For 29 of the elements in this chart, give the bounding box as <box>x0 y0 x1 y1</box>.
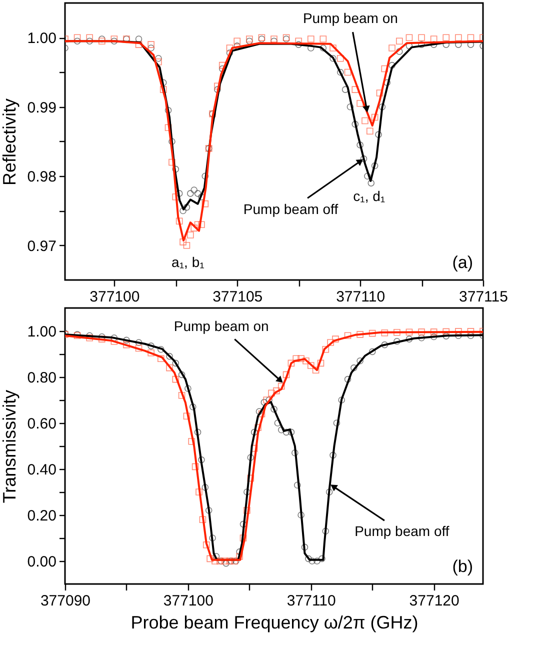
annotation: Pump beam on <box>302 10 398 26</box>
x-tick-label: 377110 <box>336 288 386 306</box>
y-axis-title: Reflectivity <box>0 98 20 186</box>
y-tick-label: 0.40 <box>27 462 56 478</box>
annotation: Pump beam on <box>174 318 269 334</box>
x-tick-label: 377105 <box>212 288 263 306</box>
y-tick-label: 1.00 <box>27 324 56 340</box>
annotation: c₁, d₁ <box>353 188 386 204</box>
y-tick-label: 1.00 <box>27 30 56 48</box>
x-axis-title: Probe beam Frequency ω/2π (GHz) <box>130 612 418 632</box>
annotation: Pump beam off <box>243 200 338 217</box>
y-axis-title: Transmissivity <box>0 390 20 504</box>
annotation: (a) <box>452 253 473 272</box>
x-tick-label: 377110 <box>286 592 336 610</box>
annotation: Pump beam off <box>354 523 450 540</box>
x-tick-label: 377100 <box>90 288 140 306</box>
y-tick-label: 0.60 <box>27 416 56 432</box>
y-tick-label: 0.99 <box>27 99 56 116</box>
annotation: a₁, b₁ <box>172 254 205 270</box>
x-tick-label: 377100 <box>163 592 214 610</box>
y-tick-label: 0.20 <box>27 508 56 524</box>
x-tick-label: 377115 <box>459 288 508 306</box>
x-tick-label: 377120 <box>409 592 460 610</box>
y-tick-label: 0.98 <box>27 168 56 186</box>
y-tick-label: 0.80 <box>27 370 56 386</box>
annotation: (b) <box>452 557 473 576</box>
y-tick-label: 0.97 <box>27 238 56 255</box>
x-tick-label: 377090 <box>40 592 91 610</box>
y-tick-label: 0.00 <box>27 554 56 570</box>
